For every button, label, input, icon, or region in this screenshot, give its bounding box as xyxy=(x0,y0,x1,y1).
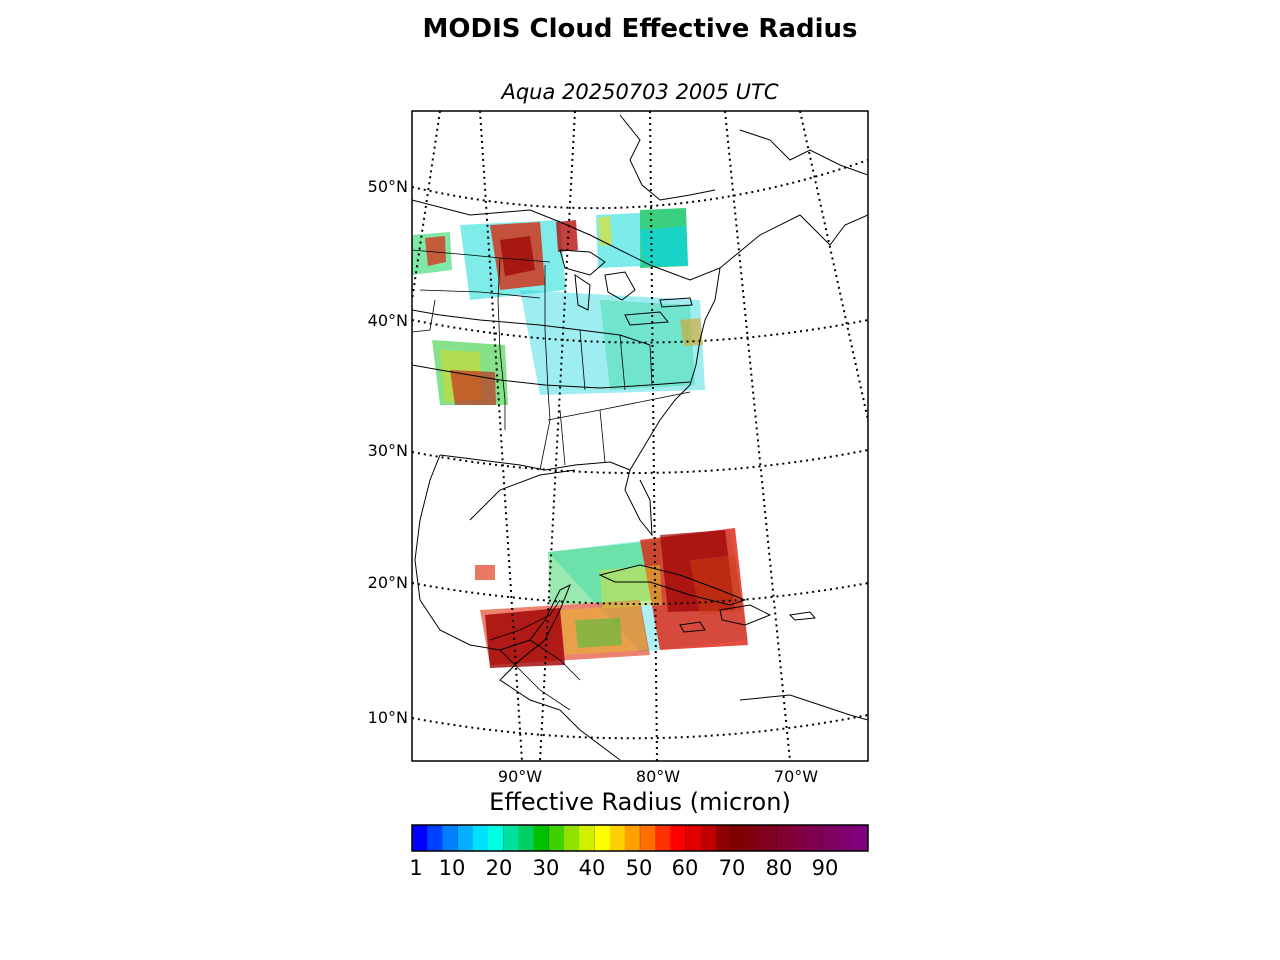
colorbar-segment xyxy=(852,825,869,851)
colorbar-segment xyxy=(700,825,717,851)
meridian-75w xyxy=(724,111,791,761)
lat-label-10n: 10°N xyxy=(367,708,408,727)
meridian-80w xyxy=(649,111,658,761)
parallel-10n xyxy=(412,714,868,740)
lat-label-30n: 30°N xyxy=(367,441,408,460)
lon-label-70w: 70°W xyxy=(773,767,819,786)
map-area xyxy=(412,111,868,761)
colorbar-segment xyxy=(472,825,489,851)
lon-label-80w: 80°W xyxy=(635,767,681,786)
lat-label-50n: 50°N xyxy=(367,177,408,196)
colorbar-segment xyxy=(731,825,747,851)
parallel-30n xyxy=(412,449,868,474)
colorbar-segment xyxy=(579,825,595,851)
meridian-85w-a xyxy=(539,111,576,761)
colorbar-segment xyxy=(548,825,565,851)
colorbar-segment xyxy=(685,825,702,851)
colorbar-segment xyxy=(624,825,641,851)
colorbar-title: Effective Radius (micron) xyxy=(489,788,791,816)
colorbar-segment xyxy=(457,825,474,851)
colorbar-segment xyxy=(518,825,535,851)
colorbar-segment xyxy=(807,825,823,851)
colorbar-segment xyxy=(564,825,580,851)
colorbar-segment xyxy=(822,825,839,851)
lat-label-20n: 20°N xyxy=(367,573,408,592)
colorbar-segment xyxy=(412,825,428,851)
meridian-95w xyxy=(412,111,441,301)
chart-title: MODIS Cloud Effective Radius xyxy=(422,14,858,44)
parallel-20n xyxy=(412,582,868,605)
meridian-90w xyxy=(479,111,523,761)
cloud-swaths xyxy=(412,208,748,668)
colorbar-segment xyxy=(670,825,687,851)
lat-label-40n: 40°N xyxy=(367,311,408,330)
colorbar-segment xyxy=(837,825,854,851)
colorbar-segment xyxy=(442,825,459,851)
political-borders xyxy=(412,249,691,711)
colorbar-segment xyxy=(655,825,671,851)
colorbar-segment xyxy=(776,825,793,851)
colorbar-segment xyxy=(746,825,763,851)
colorbar-segment xyxy=(609,825,626,851)
graticule xyxy=(412,111,868,761)
parallel-50n xyxy=(412,159,868,210)
parallel-40n xyxy=(412,319,868,344)
colorbar-frame xyxy=(411,824,869,852)
swath-south xyxy=(475,528,748,668)
lon-label-90w: 90°W xyxy=(497,767,543,786)
swath-north xyxy=(412,208,705,405)
colorbar-segment xyxy=(488,825,504,851)
colorbar xyxy=(412,825,869,851)
colorbar-segment xyxy=(640,825,656,851)
colorbar-segment xyxy=(792,825,808,851)
colorbar-segment xyxy=(716,825,732,851)
colorbar-segment xyxy=(503,825,519,851)
chart-subtitle: Aqua 20250703 2005 UTC xyxy=(501,80,779,104)
colorbar-segment xyxy=(427,825,443,851)
colorbar-segment xyxy=(533,825,550,851)
colorbar-segment xyxy=(761,825,778,851)
colorbar-segment xyxy=(594,825,611,851)
map-frame xyxy=(411,110,869,762)
map-background xyxy=(412,111,868,761)
